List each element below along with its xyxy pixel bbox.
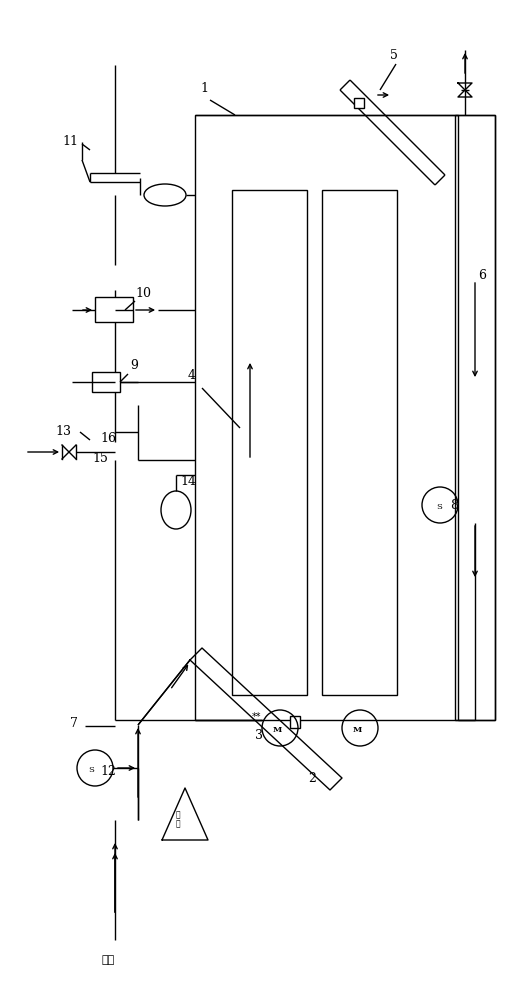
Text: **: ** [252, 712, 262, 722]
Bar [92, 372, 120, 392]
Bar [455, 115, 495, 720]
Text: 5: 5 [390, 49, 398, 62]
Bar [354, 98, 364, 108]
Text: 11: 11 [62, 135, 78, 148]
Bar [290, 716, 300, 728]
Bar [322, 190, 397, 695]
Bar [95, 297, 133, 322]
Text: 14: 14 [180, 475, 196, 488]
Text: 6: 6 [478, 269, 486, 282]
Text: 源水: 源水 [102, 955, 115, 965]
Text: M: M [353, 726, 362, 734]
Text: 9: 9 [130, 359, 138, 372]
Text: 2: 2 [308, 772, 316, 785]
Text: 13: 13 [55, 425, 71, 438]
Text: 15: 15 [92, 452, 108, 465]
Text: M: M [273, 726, 282, 734]
Text: 16: 16 [100, 432, 116, 445]
Text: 1: 1 [200, 82, 208, 95]
Text: 7: 7 [70, 717, 78, 730]
Text: 8: 8 [450, 499, 458, 512]
Text: 12: 12 [100, 765, 116, 778]
Text: S: S [436, 503, 442, 511]
Text: S: S [88, 766, 94, 774]
Text: 3: 3 [255, 729, 263, 742]
Bar [195, 115, 458, 720]
Text: 粗
格: 粗 格 [176, 810, 180, 828]
Text: 10: 10 [135, 287, 151, 300]
Bar [232, 190, 307, 695]
Text: 4: 4 [188, 369, 196, 382]
